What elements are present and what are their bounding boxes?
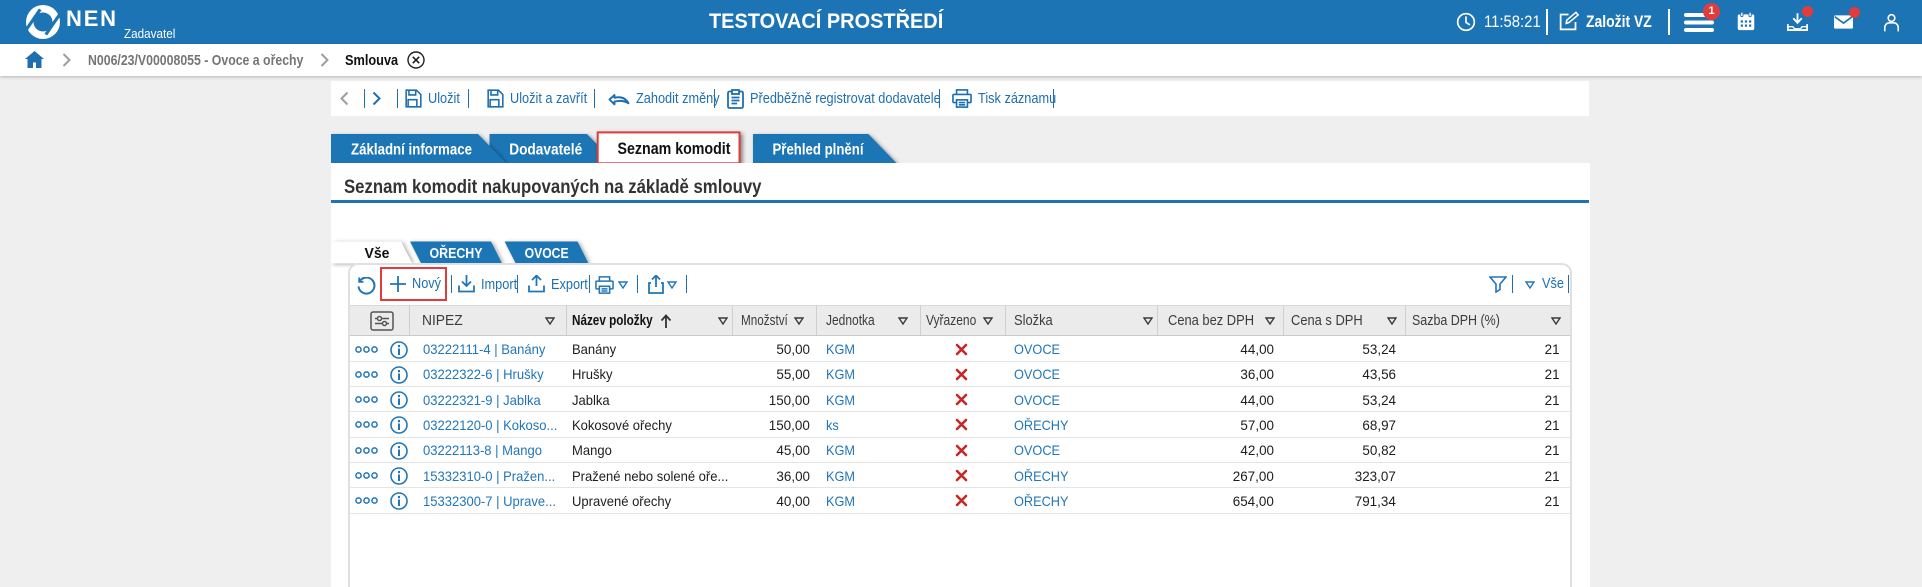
svg-text:Základní informace: Základní informace	[351, 142, 472, 159]
svg-text:Vše: Vše	[365, 245, 390, 262]
svg-text:Dodavatelé: Dodavatelé	[509, 142, 582, 159]
svg-text:OŘECHY: OŘECHY	[430, 244, 483, 262]
svg-text:Přehled plnění: Přehled plnění	[773, 142, 865, 159]
svg-text:Seznam komodit: Seznam komodit	[618, 140, 731, 158]
svg-text:OVOCE: OVOCE	[525, 246, 569, 262]
